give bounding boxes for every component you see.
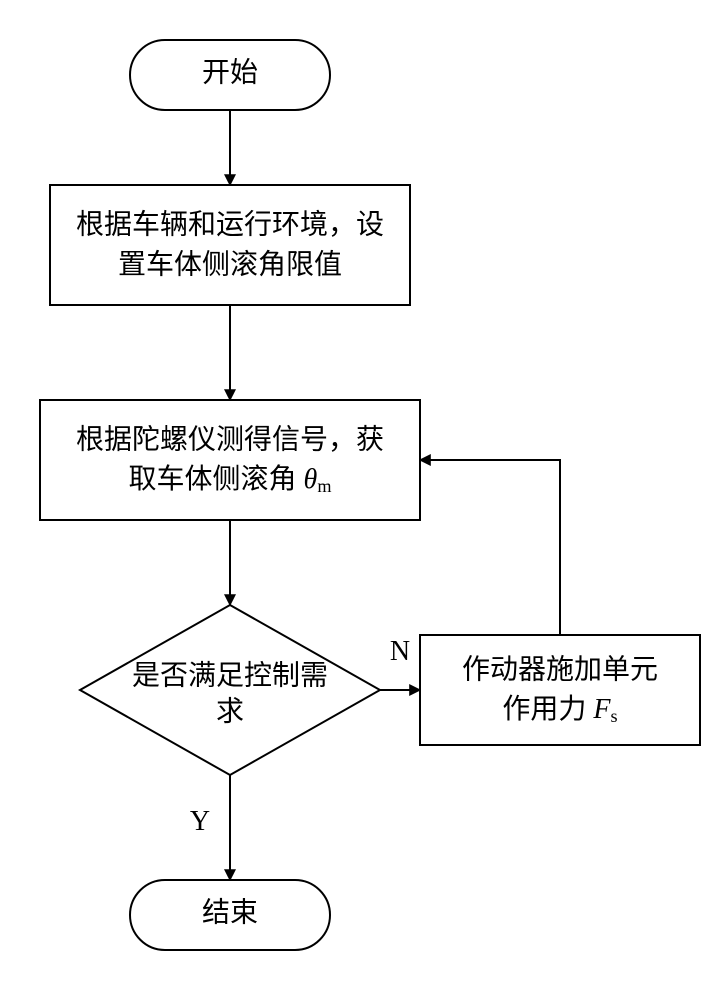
node-start-text: 开始: [202, 56, 258, 88]
node-measure-text: 根据陀螺仪测得信号，获: [76, 423, 384, 455]
node-setLimit-text: 置车体侧滚角限值: [118, 248, 342, 280]
edge-label-decision-actuator: N: [390, 636, 410, 667]
node-setLimit-text: 根据车辆和运行环境，设: [76, 208, 384, 240]
node-actuator: 作动器施加单元作用力 Fs: [420, 635, 700, 745]
node-measure-text-math: 取车体侧滚角 θm: [129, 463, 332, 496]
node-actuator-text-math: 作用力 Fs: [502, 693, 617, 726]
node-decision-text: 是否满足控制需: [132, 659, 328, 691]
node-end-text: 结束: [202, 896, 258, 928]
node-decision-text: 求: [216, 695, 244, 727]
node-measure: 根据陀螺仪测得信号，获取车体侧滚角 θm: [40, 400, 420, 520]
node-setLimit: 根据车辆和运行环境，设置车体侧滚角限值: [50, 185, 410, 305]
node-start: 开始: [130, 40, 330, 110]
edge-label-decision-end: Y: [190, 806, 210, 837]
edge-actuator-measure: [420, 460, 560, 635]
node-decision: 是否满足控制需求: [80, 605, 380, 775]
node-end: 结束: [130, 880, 330, 950]
node-actuator-text: 作动器施加单元: [462, 653, 658, 685]
